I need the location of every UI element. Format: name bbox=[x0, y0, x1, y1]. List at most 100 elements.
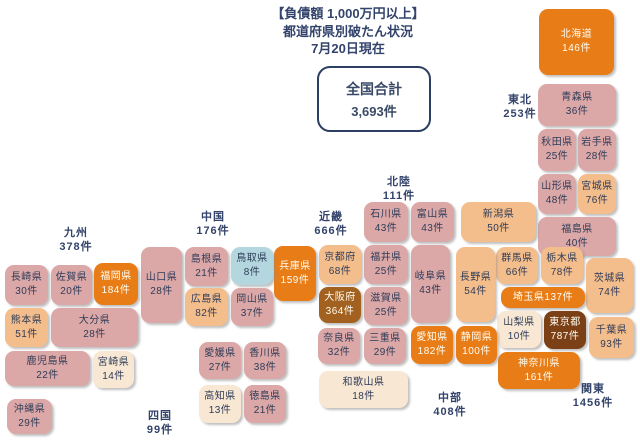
prefecture-box: 岡山県 37件 bbox=[231, 288, 273, 326]
prefecture-count: 54件 bbox=[464, 285, 487, 297]
prefecture-name: 岐阜県 bbox=[414, 271, 447, 282]
region-count: 378件 bbox=[59, 240, 93, 253]
national-total-label: 全国合計 bbox=[346, 80, 402, 97]
region-name: 四国 bbox=[148, 410, 172, 422]
prefecture-name: 三重県 bbox=[369, 333, 401, 344]
prefecture-count: 184件 bbox=[101, 285, 131, 296]
region-total-label: 九州 378件 bbox=[59, 227, 92, 255]
prefecture-name: 岩手県 bbox=[581, 137, 613, 148]
prefecture-name: 千葉県 bbox=[595, 324, 628, 336]
prefecture-name: 富山県 bbox=[416, 209, 449, 220]
region-total-label: 北陸 111件 bbox=[383, 176, 415, 204]
prefecture-count: 13件 bbox=[208, 405, 232, 416]
prefecture-name: 宮城県 bbox=[581, 181, 613, 192]
prefecture-count: 43件 bbox=[374, 223, 398, 234]
prefecture-box: 埼玉県 137件 bbox=[501, 287, 585, 308]
prefecture-box: 三重県 29件 bbox=[364, 328, 406, 364]
prefecture-name: 東京都 bbox=[549, 317, 581, 328]
prefecture-name: 滋賀県 bbox=[370, 293, 402, 304]
page-title: 【負債額 1,000万円以上】 都道府県別破たん状況 7月20日現在 bbox=[271, 5, 424, 58]
prefecture-count: 21件 bbox=[195, 267, 218, 279]
prefecture-count: 40件 bbox=[565, 237, 589, 249]
prefecture-count: 82件 bbox=[195, 308, 218, 319]
prefecture-count: 182件 bbox=[417, 346, 447, 357]
prefecture-count: 787件 bbox=[550, 331, 580, 342]
prefecture-name: 愛媛県 bbox=[204, 347, 236, 359]
region-total-label: 東北 253件 bbox=[503, 94, 536, 122]
prefecture-name: 鹿児島県 bbox=[26, 355, 69, 367]
region-name: 関東 bbox=[580, 383, 605, 395]
prefecture-count: 18件 bbox=[352, 390, 375, 402]
prefecture-box: 愛媛県 27件 bbox=[199, 342, 241, 379]
region-count: 666件 bbox=[314, 224, 348, 237]
prefecture-name: 熊本県 bbox=[10, 314, 43, 326]
prefecture-count: 100件 bbox=[462, 346, 491, 357]
prefecture-name: 山梨県 bbox=[503, 316, 535, 328]
region-total-label: 近畿 666件 bbox=[314, 211, 347, 239]
prefecture-box: 徳島県 21件 bbox=[244, 385, 286, 423]
region-name: 北陸 bbox=[386, 176, 411, 188]
prefecture-box: 京都府 68件 bbox=[319, 245, 361, 284]
prefecture-box: 鳥取県 8件 bbox=[231, 247, 273, 285]
prefecture-box: 宮崎県 14件 bbox=[93, 351, 134, 388]
national-total-value: 3,693件 bbox=[351, 103, 397, 119]
prefecture-count: 43件 bbox=[421, 223, 444, 234]
prefecture-box: 熊本県 51件 bbox=[5, 308, 48, 347]
prefecture-count: 146件 bbox=[562, 43, 591, 54]
prefecture-box: 山形県 48件 bbox=[538, 174, 576, 214]
prefecture-box: 大阪府 364件 bbox=[319, 287, 361, 323]
prefecture-name: 秋田県 bbox=[541, 137, 573, 148]
region-name: 中部 bbox=[437, 392, 462, 404]
prefecture-name: 新潟県 bbox=[482, 209, 515, 220]
prefecture-count: 51件 bbox=[15, 328, 38, 340]
prefecture-count: 30件 bbox=[15, 286, 38, 297]
prefecture-box: 大分県 28件 bbox=[51, 308, 138, 347]
prefecture-count: 27件 bbox=[208, 361, 232, 373]
prefecture-count: 29件 bbox=[18, 417, 41, 429]
prefecture-count: 28件 bbox=[585, 151, 609, 162]
prefecture-count: 25件 bbox=[545, 151, 569, 162]
prefecture-count: 66件 bbox=[505, 266, 529, 278]
prefecture-box: 滋賀県 25件 bbox=[364, 287, 408, 325]
prefecture-count: 364件 bbox=[325, 306, 355, 317]
prefecture-box: 宮城県 76件 bbox=[578, 174, 616, 214]
prefecture-box: 高知県 13件 bbox=[199, 385, 241, 423]
prefecture-box: 岐阜県 43件 bbox=[411, 245, 450, 323]
prefecture-name: 茨城県 bbox=[593, 272, 626, 284]
prefecture-box: 和歌山県 18件 bbox=[319, 371, 408, 408]
region-total-label: 中国 176件 bbox=[196, 211, 229, 239]
prefecture-box: 富山県 43件 bbox=[411, 202, 454, 242]
region-count: 408件 bbox=[433, 405, 467, 418]
prefecture-box: 栃木県 78件 bbox=[541, 247, 583, 284]
prefecture-count: 28件 bbox=[83, 328, 106, 340]
prefecture-count: 14件 bbox=[102, 370, 125, 382]
prefecture-box: 香川県 38件 bbox=[244, 342, 286, 379]
prefecture-count: 10件 bbox=[507, 330, 531, 342]
prefecture-name: 香川県 bbox=[249, 347, 281, 359]
prefecture-count: 25件 bbox=[374, 265, 398, 277]
prefecture-count: 159件 bbox=[280, 274, 310, 286]
region-count: 99件 bbox=[146, 423, 174, 436]
prefecture-box: 兵庫県 159件 bbox=[274, 246, 316, 301]
prefecture-name: 栃木県 bbox=[546, 252, 578, 264]
prefecture-name: 徳島県 bbox=[249, 391, 281, 402]
region-name: 中国 bbox=[200, 211, 225, 223]
prefecture-box: 長崎県 30件 bbox=[5, 265, 48, 305]
national-total-box: 全国合計 3,693件 bbox=[317, 66, 431, 132]
prefecture-name: 神奈川県 bbox=[518, 357, 560, 369]
prefecture-name: 大分県 bbox=[78, 314, 111, 326]
prefecture-name: 長野県 bbox=[459, 271, 492, 283]
prefecture-name: 京都府 bbox=[324, 251, 356, 263]
prefecture-box: 神奈川県 161件 bbox=[498, 352, 580, 389]
prefecture-box: 福井県 25件 bbox=[364, 245, 408, 284]
prefecture-count: 137件 bbox=[544, 291, 574, 303]
prefecture-box: 岩手県 28件 bbox=[578, 129, 616, 171]
prefecture-count: 29件 bbox=[373, 347, 397, 358]
prefecture-name: 福島県 bbox=[561, 223, 593, 235]
prefecture-name: 宮崎県 bbox=[97, 356, 130, 368]
prefecture-box: 愛知県 182件 bbox=[411, 326, 453, 364]
prefecture-count: 25件 bbox=[374, 307, 398, 318]
prefecture-count: 43件 bbox=[419, 285, 442, 296]
prefecture-box: 青森県 36件 bbox=[538, 84, 616, 126]
